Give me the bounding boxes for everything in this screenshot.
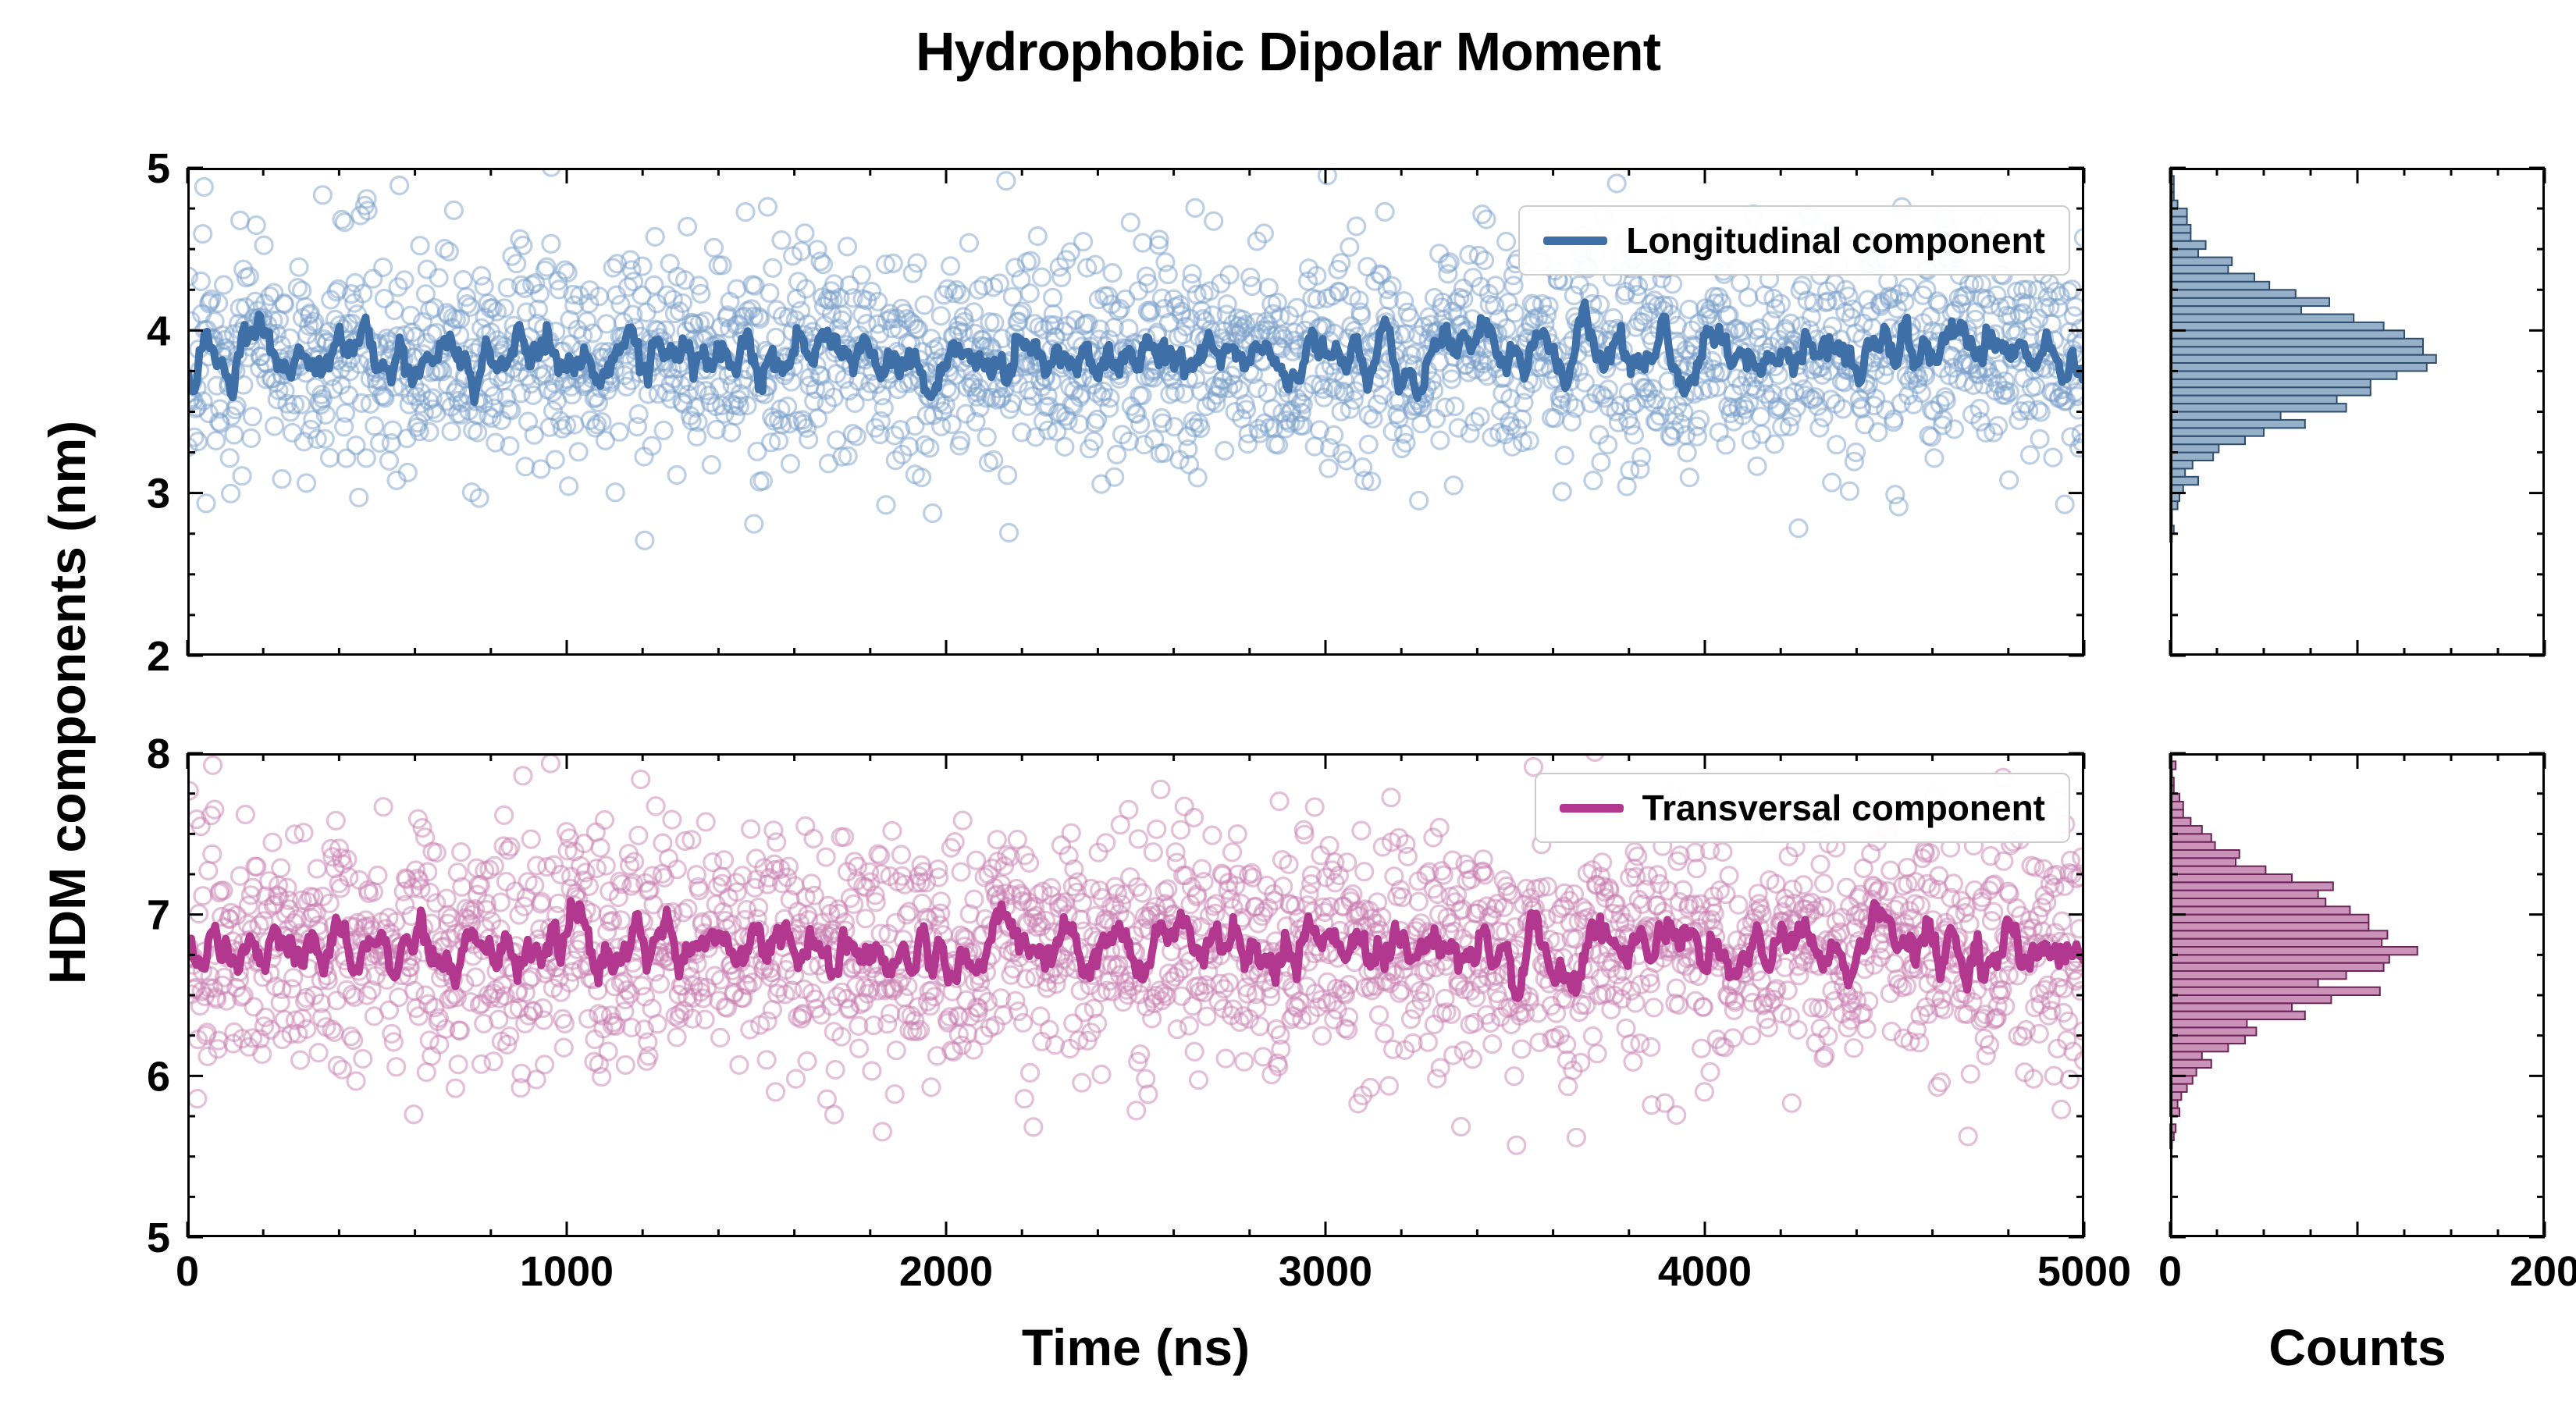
timeseries-panel-longitudinal: 2 3 4 5	[147, 145, 2086, 680]
legend-label-longitudinal: Longitudinal component	[1626, 220, 2045, 261]
svg-text:6: 6	[147, 1053, 170, 1100]
y-axis-label: HDM components (nm)	[38, 420, 96, 985]
legend-transversal: Transversal component	[1534, 773, 2070, 843]
svg-text:5: 5	[147, 145, 170, 192]
svg-text:200: 200	[2510, 1248, 2576, 1295]
svg-text:5000: 5000	[2037, 1248, 2131, 1295]
svg-text:4: 4	[147, 308, 170, 354]
legend-line-transversal	[1559, 803, 1624, 813]
svg-text:2: 2	[147, 633, 170, 680]
hist-panel-longitudinal	[2169, 166, 2546, 657]
svg-text:5: 5	[147, 1215, 170, 1261]
svg-text:3000: 3000	[1279, 1248, 1372, 1295]
x-axis-label-counts: Counts	[2268, 1318, 2446, 1376]
legend-label-transversal: Transversal component	[1642, 788, 2045, 828]
svg-text:8: 8	[147, 731, 170, 777]
svg-text:4000: 4000	[1658, 1248, 1752, 1295]
svg-text:1000: 1000	[520, 1248, 614, 1295]
svg-text:2000: 2000	[899, 1248, 993, 1295]
svg-text:0: 0	[2158, 1248, 2182, 1295]
x-axis-label-time: Time (ns)	[1021, 1318, 1251, 1376]
svg-text:0: 0	[176, 1248, 199, 1295]
timeseries-panel-transversal: 0 1000 2000 3000 4000 5000 5 6 7 8	[147, 731, 2131, 1295]
chart-title: Hydrophobic Dipolar Moment	[916, 21, 1661, 82]
svg-text:7: 7	[147, 892, 170, 939]
hist-panel-transversal: 0 200	[2158, 752, 2576, 1295]
legend-line-longitudinal	[1543, 236, 1608, 245]
svg-text:3: 3	[147, 471, 170, 518]
legend-longitudinal: Longitudinal component	[1518, 205, 2070, 276]
